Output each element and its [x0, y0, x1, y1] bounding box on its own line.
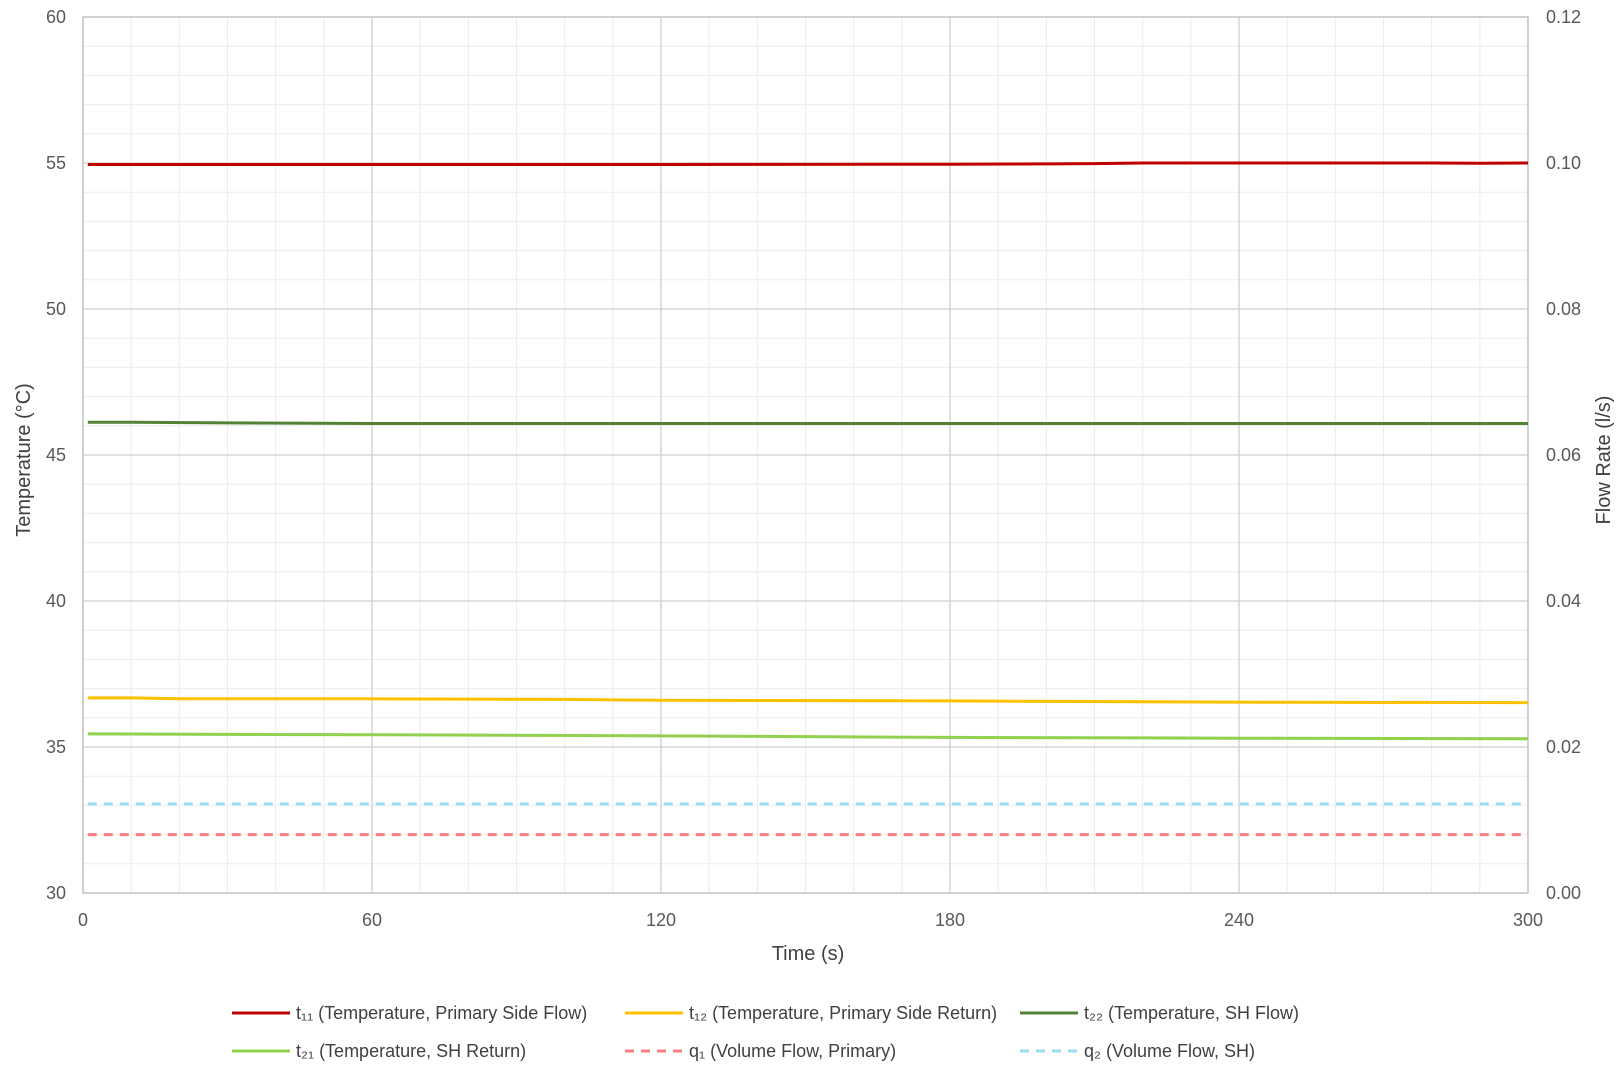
legend-item: t₁₂ (Temperature, Primary Side Return) [625, 1003, 997, 1023]
y2-tick-label: 0.02 [1546, 737, 1581, 757]
legend-item: t₁₁ (Temperature, Primary Side Flow) [232, 1003, 587, 1023]
legend-item: t₂₂ (Temperature, SH Flow) [1020, 1003, 1299, 1023]
legend-label: t₂₁ (Temperature, SH Return) [296, 1041, 526, 1061]
y-tick-label: 55 [46, 153, 66, 173]
legend-label: t₁₁ (Temperature, Primary Side Flow) [296, 1003, 587, 1023]
y-tick-label: 50 [46, 299, 66, 319]
y2-axis-label: Flow Rate (l/s) [1593, 396, 1615, 525]
x-axis-label: Time (s) [772, 943, 845, 965]
x-tick-label: 60 [362, 910, 382, 930]
series-line-2 [87, 696, 1529, 705]
x-tick-label: 240 [1224, 910, 1254, 930]
y2-tick-label: 0.00 [1546, 883, 1581, 903]
y2-tick-label: 0.10 [1546, 153, 1581, 173]
x-tick-label: 0 [78, 910, 88, 930]
legend-label: t₂₂ (Temperature, SH Flow) [1084, 1003, 1299, 1023]
y-tick-label: 60 [46, 7, 66, 27]
plot-area [82, 16, 1529, 894]
y-tick-label: 35 [46, 737, 66, 757]
y2-tick-label: 0.04 [1546, 591, 1581, 611]
y2-tick-label: 0.06 [1546, 445, 1581, 465]
y2-tick-label: 0.08 [1546, 299, 1581, 319]
series-line-3 [87, 420, 1528, 425]
x-tick-label: 120 [646, 910, 676, 930]
x-tick-label: 300 [1513, 910, 1543, 930]
y-tick-label: 30 [46, 883, 66, 903]
legend-item: q₂ (Volume Flow, SH) [1020, 1041, 1255, 1061]
legend-item: t₂₁ (Temperature, SH Return) [232, 1041, 526, 1061]
x-tick-label: 180 [935, 910, 965, 930]
legend-label: t₁₂ (Temperature, Primary Side Return) [689, 1003, 997, 1023]
y-tick-label: 45 [46, 445, 66, 465]
series-line-1 [87, 161, 1529, 166]
legend-label: q₂ (Volume Flow, SH) [1084, 1041, 1255, 1061]
legend: t₁₁ (Temperature, Primary Side Flow) t₁₂ … [232, 1003, 1299, 1061]
legend-item: q₁ (Volume Flow, Primary) [625, 1041, 896, 1061]
y2-tick-label: 0.12 [1546, 7, 1581, 27]
series-line-4 [87, 732, 1529, 741]
legend-label: q₁ (Volume Flow, Primary) [689, 1041, 896, 1061]
y-tick-label: 40 [46, 591, 66, 611]
y-axis-label: Temperature (°C) [13, 383, 35, 537]
